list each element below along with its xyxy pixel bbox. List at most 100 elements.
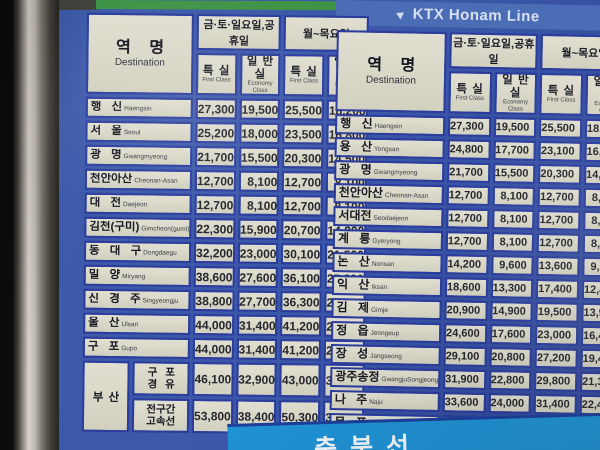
fare-weekend-economy: 15,500 — [238, 147, 280, 169]
fare-weekday-first: 12,700 — [281, 195, 323, 218]
station-name-en: Cheonan-Asan — [384, 191, 429, 200]
fare-weekend-economy: 24,000 — [488, 393, 532, 415]
fare-weekday-economy: 21,300 — [579, 372, 600, 394]
station-cell: 익 산 Iksan — [331, 275, 443, 298]
wall-shadow — [0, 0, 15, 450]
honam-line-title-bar: KTX Honam Line — [335, 0, 600, 31]
station-cell: 행 신 Haengsin — [85, 97, 193, 120]
fare-row: 김 제 Gimje 20,900 14,900 19,500 13,900 — [331, 298, 600, 325]
label-line: 구 포 — [147, 366, 175, 379]
station-name-en: Dongdaegu — [143, 249, 177, 257]
gyeongbu-title-strip — [95, 0, 342, 11]
fare-weekend-economy: 13,300 — [490, 278, 534, 300]
fare-weekday-economy: 8,100 — [582, 234, 600, 256]
station-name-en: Nonsan — [371, 260, 395, 268]
fare-weekend-first: 25,200 — [195, 122, 237, 144]
fare-row: 광 명 Gwangmyeong 21,700 15,500 20,300 14,… — [85, 145, 368, 170]
fare-row: 행 신 Haengsin 27,300 19,500 25,500 18,200 — [85, 97, 368, 122]
weekend-header: 금·토·일요일,공휴일 — [196, 14, 282, 52]
fare-weekend-economy: 8,100 — [238, 195, 280, 217]
first-class-ko: 특 실 — [456, 82, 484, 96]
fare-weekday-first: 20,300 — [282, 147, 324, 170]
first-class-header: 특 실 First Class — [539, 72, 584, 117]
fare-weekday-first: 36,300 — [280, 291, 322, 314]
first-class-header: 특 실 First Class — [448, 71, 492, 115]
fare-weekend-economy: 14,900 — [489, 301, 533, 323]
station-name-ko: 구 포 — [87, 340, 120, 353]
economy-class-header: 일 반 실 Economy Class — [585, 73, 600, 118]
station-name-ko: 서대전 — [338, 208, 372, 223]
station-name-en: Haengsin — [124, 104, 152, 113]
fare-weekday-first: 25,500 — [539, 118, 583, 140]
station-cell: 광 명 Gwangmyeong — [85, 145, 193, 168]
station-cell: 대 전 Daejeon — [84, 193, 192, 216]
station-cell: 계 룡 Gyeryong — [332, 229, 444, 252]
station-cell: 장 성 Jangseong — [330, 344, 441, 367]
station-cell: 천안아산 Cheonan-Asan — [333, 183, 444, 206]
fare-weekend-economy: 9,600 — [490, 255, 534, 277]
station-name-ko: 밀 양 — [88, 268, 121, 281]
destination-header: 역 명 Destination — [335, 30, 447, 114]
fare-weekend-first: 24,600 — [443, 323, 487, 345]
fare-row: 논 산 Nonsan 14,200 9,600 13,600 9,000 — [332, 252, 600, 279]
fare-weekend-first: 33,600 — [442, 392, 486, 414]
fare-row: 신 경 주 Singyeongju 38,800 27,700 36,300 2… — [83, 289, 366, 314]
fare-weekday-first: 17,400 — [536, 279, 580, 301]
station-cell: 밀 양 Miryang — [83, 265, 191, 288]
fare-weekend-first: 18,600 — [444, 277, 488, 299]
fare-row: 울 산 Ulsan 44,000 31,400 41,200 29,400 — [83, 313, 366, 338]
fare-weekend-economy: 15,900 — [237, 219, 279, 241]
fare-weekday-first: 27,200 — [534, 348, 578, 370]
economy-class-en: Economy Class — [502, 99, 529, 113]
station-name-ko: 나 주 — [334, 392, 368, 407]
station-name-en: Gimje — [370, 306, 389, 314]
fare-row: 광 명 Gwangmyeong 21,700 15,500 20,300 14,… — [334, 160, 600, 187]
fare-weekend-first: 14,200 — [445, 254, 489, 276]
fare-weekday-economy: 8,100 — [583, 211, 600, 233]
first-class-en: First Class — [455, 95, 485, 103]
fare-weekend-economy: 31,400 — [236, 315, 278, 337]
station-cell: 광 명 Gwangmyeong — [334, 160, 445, 183]
fare-weekend-economy: 31,400 — [236, 339, 278, 361]
fare-weekday-first: 25,500 — [283, 99, 325, 122]
fare-weekend-first: 38,800 — [193, 290, 235, 312]
first-class-en: First Class — [289, 78, 319, 85]
station-cell: 김천(구미) Gimcheon(gumi) — [84, 217, 192, 240]
economy-class-ko: 일 반 실 — [246, 55, 275, 81]
fare-weekday-first: 12,700 — [282, 171, 324, 194]
fare-weekday-first: 13,600 — [536, 256, 580, 278]
fare-row: 김천(구미) Gimcheon(gumi) 22,300 15,900 20,7… — [84, 217, 367, 242]
fare-row: 광주송정 GwangjuSongjeong 31,900 22,800 29,8… — [330, 367, 600, 394]
station-name-en: Gwangmyeong — [123, 152, 168, 161]
fare-weekend-economy: 19,500 — [239, 99, 281, 121]
station-name-ko: 김천(구미) — [89, 220, 140, 233]
station-name-ko: 신 경 주 — [88, 292, 141, 306]
station-name-ko: 논 산 — [337, 254, 371, 269]
fare-row: 정 읍 Jeongeup 24,600 17,600 23,000 16,400 — [330, 321, 600, 348]
fare-weekday-economy: 16,500 — [584, 142, 600, 164]
fare-row: 대 전 Daejeon 12,700 8,100 12,700 8,100 — [84, 193, 367, 218]
station-name-en: Haengsin — [374, 122, 403, 130]
fare-row: 서대전 Seodaejeon 12,700 8,100 12,700 8,100 — [333, 206, 600, 233]
station-cell: 정 읍 Jeongeup — [330, 321, 442, 344]
fare-weekday-first: 20,300 — [538, 164, 582, 186]
fare-weekend-economy: 27,700 — [237, 291, 279, 313]
fare-weekday-first: 20,700 — [281, 219, 323, 242]
station-name-ko: 용 산 — [339, 139, 373, 154]
station-name-ko: 정 읍 — [336, 323, 369, 338]
station-name-en: Seodaejeon — [373, 214, 409, 223]
fare-weekday-first: 23,100 — [538, 141, 582, 163]
weekend-header: 금·토·일요일,공휴일 — [449, 32, 539, 70]
fare-weekend-first: 21,700 — [195, 146, 237, 168]
station-name-ko: 행 신 — [340, 116, 373, 131]
station-name-en: GwangjuSongjeong — [381, 375, 439, 384]
fare-weekend-first: 27,300 — [195, 98, 237, 120]
station-name-ko: 울 산 — [88, 316, 120, 329]
fare-weekday-first: 19,500 — [535, 302, 579, 324]
fare-weekend-first: 46,100 — [192, 362, 234, 397]
fare-weekday-first: 12,700 — [537, 187, 581, 209]
fare-weekend-first: 12,700 — [194, 194, 236, 216]
fare-weekend-economy: 27,600 — [237, 267, 279, 289]
station-cell: 천안아산 Cheonan-Asan — [84, 169, 193, 192]
